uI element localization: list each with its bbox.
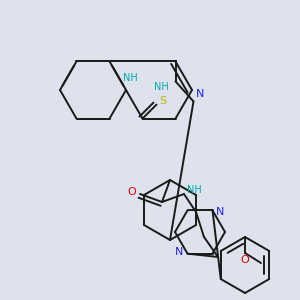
Text: O: O: [241, 255, 249, 265]
Text: N: N: [196, 89, 204, 99]
Text: S: S: [159, 96, 166, 106]
Text: NH: NH: [154, 82, 169, 92]
Text: N: N: [175, 247, 184, 257]
Text: NH: NH: [187, 185, 201, 195]
Text: NH: NH: [123, 73, 137, 83]
Text: N: N: [216, 207, 225, 217]
Text: O: O: [128, 187, 136, 197]
